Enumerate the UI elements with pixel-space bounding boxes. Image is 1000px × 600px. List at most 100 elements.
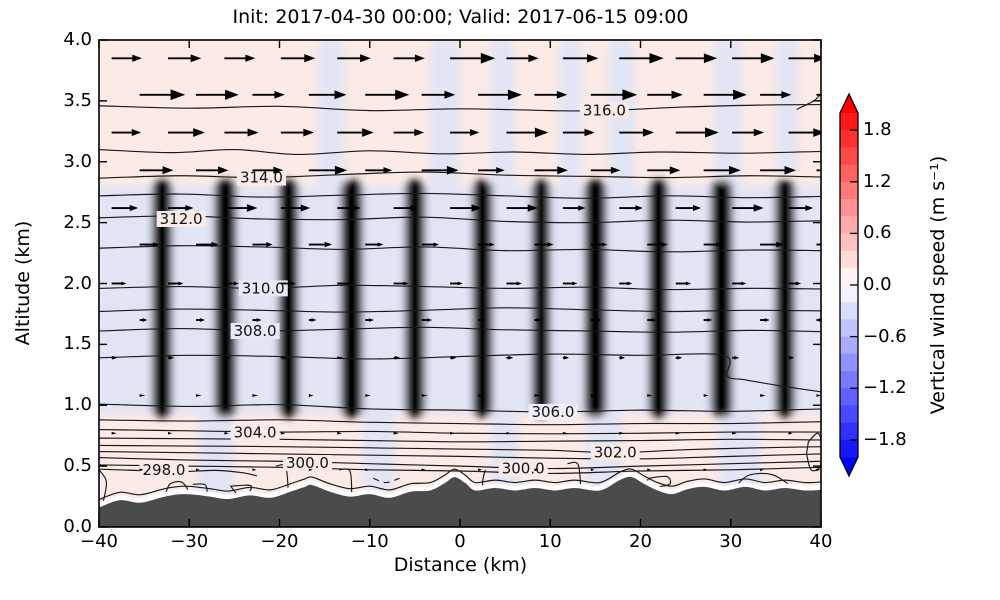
wind-arrow-small xyxy=(534,468,539,472)
y-tick-label: 2.5 xyxy=(63,211,92,233)
contour-line xyxy=(99,353,821,393)
wind-arrow-small xyxy=(478,394,484,397)
colorbar-band xyxy=(840,302,858,320)
wind-arrow-small xyxy=(196,394,202,397)
y-tick-label: 2.0 xyxy=(63,272,92,294)
wind-arrow-head xyxy=(377,242,384,247)
wind-arrow-head xyxy=(741,281,747,286)
colorbar-band xyxy=(840,267,858,286)
contour-label: 314.0 xyxy=(240,169,283,187)
wind-arrow-head xyxy=(433,242,440,247)
wind-arrow-head xyxy=(311,318,317,322)
wind-arrow-head xyxy=(527,204,538,212)
wind-arrow-head xyxy=(246,204,258,212)
wind-arrow-head xyxy=(781,91,792,99)
colorbar-band xyxy=(840,439,858,458)
wind-arrow-head xyxy=(218,166,229,175)
colorbar-band xyxy=(840,405,858,424)
colorbar-band xyxy=(840,164,858,183)
wind-arrow-small xyxy=(732,431,737,435)
wind-arrow-small xyxy=(337,356,344,360)
y-tick-label: 3.0 xyxy=(63,150,92,172)
colorbar-band xyxy=(840,147,858,166)
wind-arrow-small xyxy=(703,468,708,472)
wind-arrow-head xyxy=(651,318,657,322)
wind-arrow-head xyxy=(677,355,683,360)
contour-line xyxy=(99,215,821,224)
y-tick-label: 0.5 xyxy=(63,455,92,477)
y-tick-label: 1.5 xyxy=(63,333,92,355)
wind-arrow-head xyxy=(368,318,374,322)
wind-arrow-head xyxy=(225,89,239,100)
wind-arrow-small xyxy=(647,394,653,397)
wind-arrow-head xyxy=(451,355,457,360)
wind-arrow-small xyxy=(816,394,821,397)
wind-arrow-head xyxy=(121,281,127,286)
contour-line xyxy=(99,450,821,460)
colorbar-band xyxy=(840,250,858,269)
wind-arrow-small xyxy=(337,431,342,435)
wind-arrow-head xyxy=(446,165,459,175)
wind-arrow-small xyxy=(619,431,625,435)
wind-arrow-small xyxy=(224,431,229,435)
contour-line xyxy=(99,103,821,112)
colorbar-band xyxy=(840,233,858,252)
contour-label: 310.0 xyxy=(242,279,285,297)
wind-arrow-head xyxy=(353,205,361,211)
wind-arrow-head xyxy=(564,355,570,360)
wind-arrow-head xyxy=(764,318,770,322)
wind-arrow-small xyxy=(760,468,764,472)
x-tick-label: 0 xyxy=(454,531,466,552)
wind-arrow-head xyxy=(528,54,539,63)
wind-arrow-head xyxy=(716,242,722,247)
wind-arrow-head xyxy=(334,90,347,100)
colorbar-band xyxy=(840,336,858,355)
wind-arrow-head xyxy=(489,242,495,247)
x-tick-label: −40 xyxy=(80,531,118,552)
colorbar-band xyxy=(840,388,858,406)
wind-arrow-head xyxy=(178,281,184,286)
wind-arrow-head xyxy=(692,205,702,212)
x-tick-label: 20 xyxy=(629,531,652,552)
wind-arrow-head xyxy=(547,242,554,247)
wind-arrow-head xyxy=(324,241,333,248)
x-tick-label: −30 xyxy=(170,531,209,552)
contour-line xyxy=(99,171,821,179)
x-tick-label: 10 xyxy=(538,531,562,552)
wind-arrow-head xyxy=(610,166,621,174)
wind-arrow-small xyxy=(252,468,257,472)
wind-arrow-head xyxy=(734,355,740,360)
wind-arrow-head xyxy=(266,242,273,247)
theta-contours xyxy=(99,93,821,512)
contour-line xyxy=(99,403,821,413)
x-tick-label: −20 xyxy=(260,531,299,552)
wind-arrow-head xyxy=(496,167,505,174)
wind-arrow-head xyxy=(596,318,602,322)
wind-arrow-small xyxy=(168,431,173,435)
colorbar-band xyxy=(840,371,858,389)
wind-arrow-head xyxy=(457,281,463,286)
wind-arrow-head xyxy=(132,54,143,62)
wind-arrow-small xyxy=(675,431,681,435)
contour-label: 312.0 xyxy=(160,210,203,228)
wind-arrow-head xyxy=(622,89,638,101)
colorbar-band xyxy=(840,216,858,234)
wind-arrow-head xyxy=(728,165,741,175)
wind-arrow-head xyxy=(170,89,186,101)
colorbar-over-arrow xyxy=(840,94,858,113)
wind-arrow-small xyxy=(788,431,793,435)
wind-arrow-head xyxy=(733,89,747,100)
contour-label: 308.0 xyxy=(234,322,277,340)
contour-line xyxy=(99,419,821,426)
wind-arrow-head xyxy=(142,318,148,322)
wind-arrow-small xyxy=(506,431,511,435)
wind-arrow-small xyxy=(280,431,286,435)
colorbar-tick-label: 1.8 xyxy=(863,119,892,141)
wind-arrow-head xyxy=(784,166,797,175)
wind-arrow-head xyxy=(233,281,239,286)
plot-title: Init: 2017-04-30 00:00; Valid: 2017-06-1… xyxy=(232,6,689,28)
contour-label: 298.0 xyxy=(143,461,186,479)
wind-arrow-head xyxy=(362,128,374,137)
x-axis-label: Distance (km) xyxy=(393,554,528,576)
wind-arrow-head xyxy=(403,281,409,286)
